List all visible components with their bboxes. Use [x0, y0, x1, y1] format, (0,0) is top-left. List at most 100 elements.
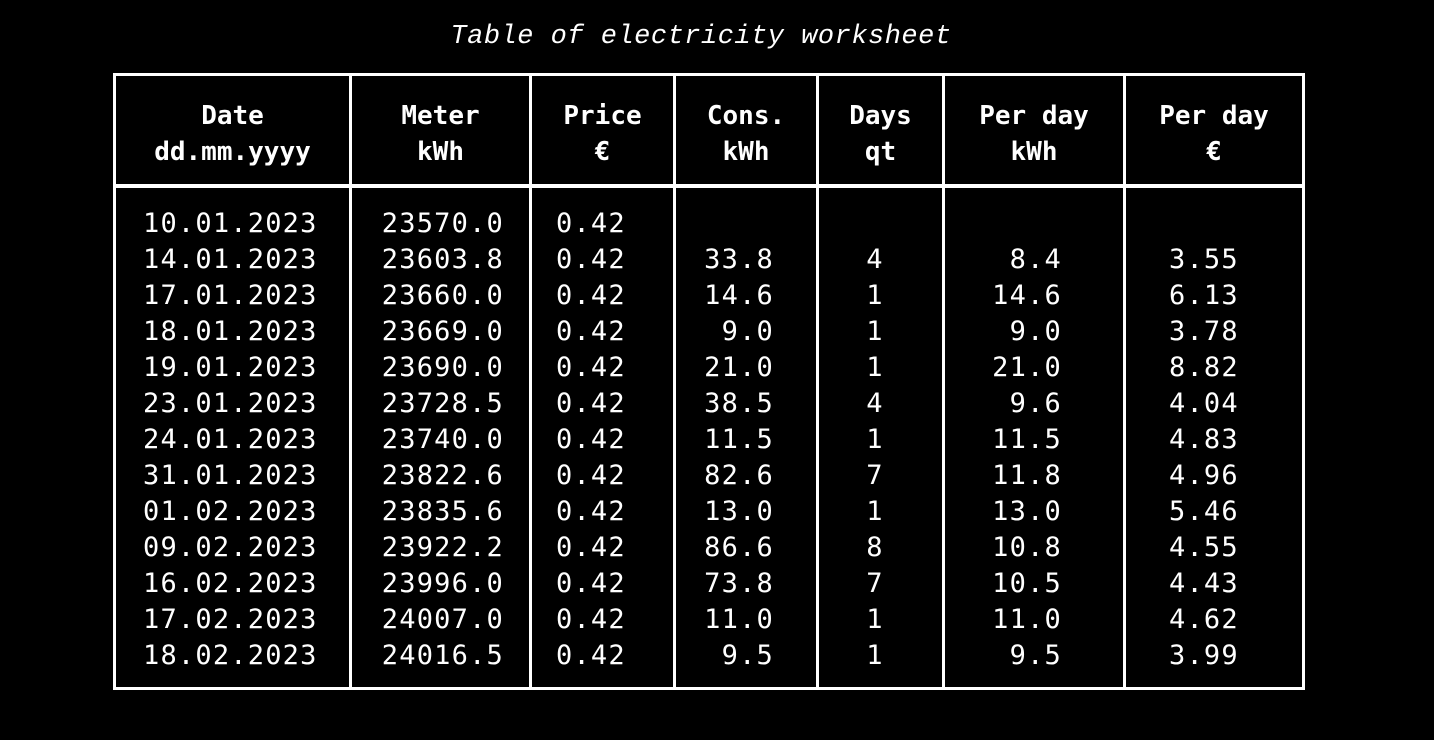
cell-date: 09.02.2023 [143, 532, 318, 563]
cell-per-day-kwh: 11.5 [992, 424, 1062, 455]
cell-days: 7 [866, 568, 884, 599]
column-cons: 33.8 14.6 9.0 21.0 38.5 11.5 82.6 13.0 86.6 73.8 1… [686, 206, 774, 674]
cell-per-day-eur: 4.04 [1169, 388, 1239, 419]
header-per-day-kwh: Per day kWh [945, 98, 1123, 170]
cell-meter: 23996.0 [381, 568, 504, 599]
cell-days: 1 [866, 640, 884, 671]
cell-per-day-eur: 4.55 [1169, 532, 1239, 563]
cell-per-day-eur: 4.43 [1169, 568, 1239, 599]
cell-per-day-eur: 6.13 [1169, 280, 1239, 311]
cell-price: 0.42 [556, 208, 626, 239]
cell-per-day-kwh: 14.6 [992, 280, 1062, 311]
header-days: Days qt [819, 98, 942, 170]
column-divider [349, 76, 352, 687]
cell-meter: 23822.6 [381, 460, 504, 491]
cell-date: 23.01.2023 [143, 388, 318, 419]
cell-per-day-kwh: 9.0 [1009, 316, 1062, 347]
cell-date: 10.01.2023 [143, 208, 318, 239]
cell-meter: 23570.0 [381, 208, 504, 239]
cell-meter: 23728.5 [381, 388, 504, 419]
header-divider [116, 184, 1302, 188]
cell-price: 0.42 [556, 424, 626, 455]
cell-per-day-eur: 5.46 [1169, 496, 1239, 527]
column-divider [529, 76, 532, 687]
cell-per-day-kwh: 8.4 [1009, 244, 1062, 275]
cell-days: 8 [866, 532, 884, 563]
cell-per-day-eur: 4.83 [1169, 424, 1239, 455]
cell-per-day-kwh: 10.8 [992, 532, 1062, 563]
table-title: Table of electricity worksheet [450, 22, 952, 52]
cell-price: 0.42 [556, 388, 626, 419]
cell-date: 18.01.2023 [143, 316, 318, 347]
cell-cons: 13.0 [704, 496, 774, 527]
header-cons-line2: kWh [722, 137, 770, 167]
cell-days: 1 [866, 604, 884, 635]
cell-per-day-eur: 3.55 [1169, 244, 1239, 275]
cell-per-day-kwh: 21.0 [992, 352, 1062, 383]
cell-date: 17.02.2023 [143, 604, 318, 635]
cell-meter: 23660.0 [381, 280, 504, 311]
header-per-day-eur-line1: Per day [1159, 101, 1269, 131]
cell-date: 31.01.2023 [143, 460, 318, 491]
cell-date: 16.02.2023 [143, 568, 318, 599]
cell-per-day-eur [1169, 206, 1239, 242]
cell-per-day-kwh: 9.5 [1009, 640, 1062, 671]
column-meter: 23570.0 23603.8 23660.0 23669.0 23690.0 23728… [366, 206, 504, 674]
header-price-line2: € [594, 137, 611, 167]
cell-price: 0.42 [556, 496, 626, 527]
column-days: 4 1 1 1 4 1 7 1 8 7 1 1 [846, 206, 904, 674]
header-price: Price € [532, 98, 673, 170]
header-meter: Meter kWh [352, 98, 529, 170]
cell-days: 1 [866, 352, 884, 383]
cell-price: 0.42 [556, 316, 626, 347]
cell-meter: 23603.8 [381, 244, 504, 275]
cell-days: 4 [866, 388, 884, 419]
header-meter-line2: kWh [417, 137, 464, 167]
cell-meter: 23690.0 [381, 352, 504, 383]
cell-meter: 23835.6 [381, 496, 504, 527]
cell-price: 0.42 [556, 460, 626, 491]
header-per-day-eur-line2: € [1206, 137, 1222, 167]
cell-cons: 14.6 [704, 280, 774, 311]
cell-date: 01.02.2023 [143, 496, 318, 527]
header-price-line1: Price [563, 101, 642, 131]
header-date-line1: Date [201, 101, 264, 131]
cell-price: 0.42 [556, 280, 626, 311]
cell-days: 4 [866, 244, 884, 275]
header-per-day-kwh-line2: kWh [1010, 137, 1058, 167]
cell-per-day-eur: 8.82 [1169, 352, 1239, 383]
cell-cons: 11.0 [704, 604, 774, 635]
cell-price: 0.42 [556, 604, 626, 635]
cell-cons: 73.8 [704, 568, 774, 599]
cell-per-day-eur: 4.96 [1169, 460, 1239, 491]
cell-meter: 24007.0 [381, 604, 504, 635]
cell-meter: 24016.5 [381, 640, 504, 671]
column-date: 10.01.2023 14.01.2023 17.01.2023 18.01.2023… [143, 206, 318, 674]
cell-days: 1 [866, 280, 884, 311]
cell-cons: 9.0 [721, 316, 774, 347]
column-divider [942, 76, 945, 687]
cell-meter: 23740.0 [381, 424, 504, 455]
cell-per-day-eur: 3.99 [1169, 640, 1239, 671]
cell-date: 17.01.2023 [143, 280, 318, 311]
cell-days [846, 206, 904, 242]
header-per-day-kwh-line1: Per day [979, 101, 1089, 131]
cell-meter: 23922.2 [381, 532, 504, 563]
header-cons-line1: Cons. [706, 101, 786, 131]
cell-days: 7 [866, 460, 884, 491]
cell-days: 1 [866, 316, 884, 347]
header-date: Date dd.mm.yyyy [116, 98, 349, 170]
column-divider [673, 76, 676, 687]
header-days-line2: qt [864, 137, 897, 167]
header-days-line1: Days [849, 101, 912, 131]
cell-days: 1 [866, 496, 884, 527]
cell-days: 1 [866, 424, 884, 455]
cell-per-day-kwh: 13.0 [992, 496, 1062, 527]
cell-cons: 38.5 [704, 388, 774, 419]
cell-date: 14.01.2023 [143, 244, 318, 275]
column-divider [1123, 76, 1126, 687]
cell-per-day-eur: 3.78 [1169, 316, 1239, 347]
cell-cons: 86.6 [704, 532, 774, 563]
header-per-day-eur: Per day € [1126, 98, 1302, 170]
cell-per-day-kwh: 11.8 [992, 460, 1062, 491]
